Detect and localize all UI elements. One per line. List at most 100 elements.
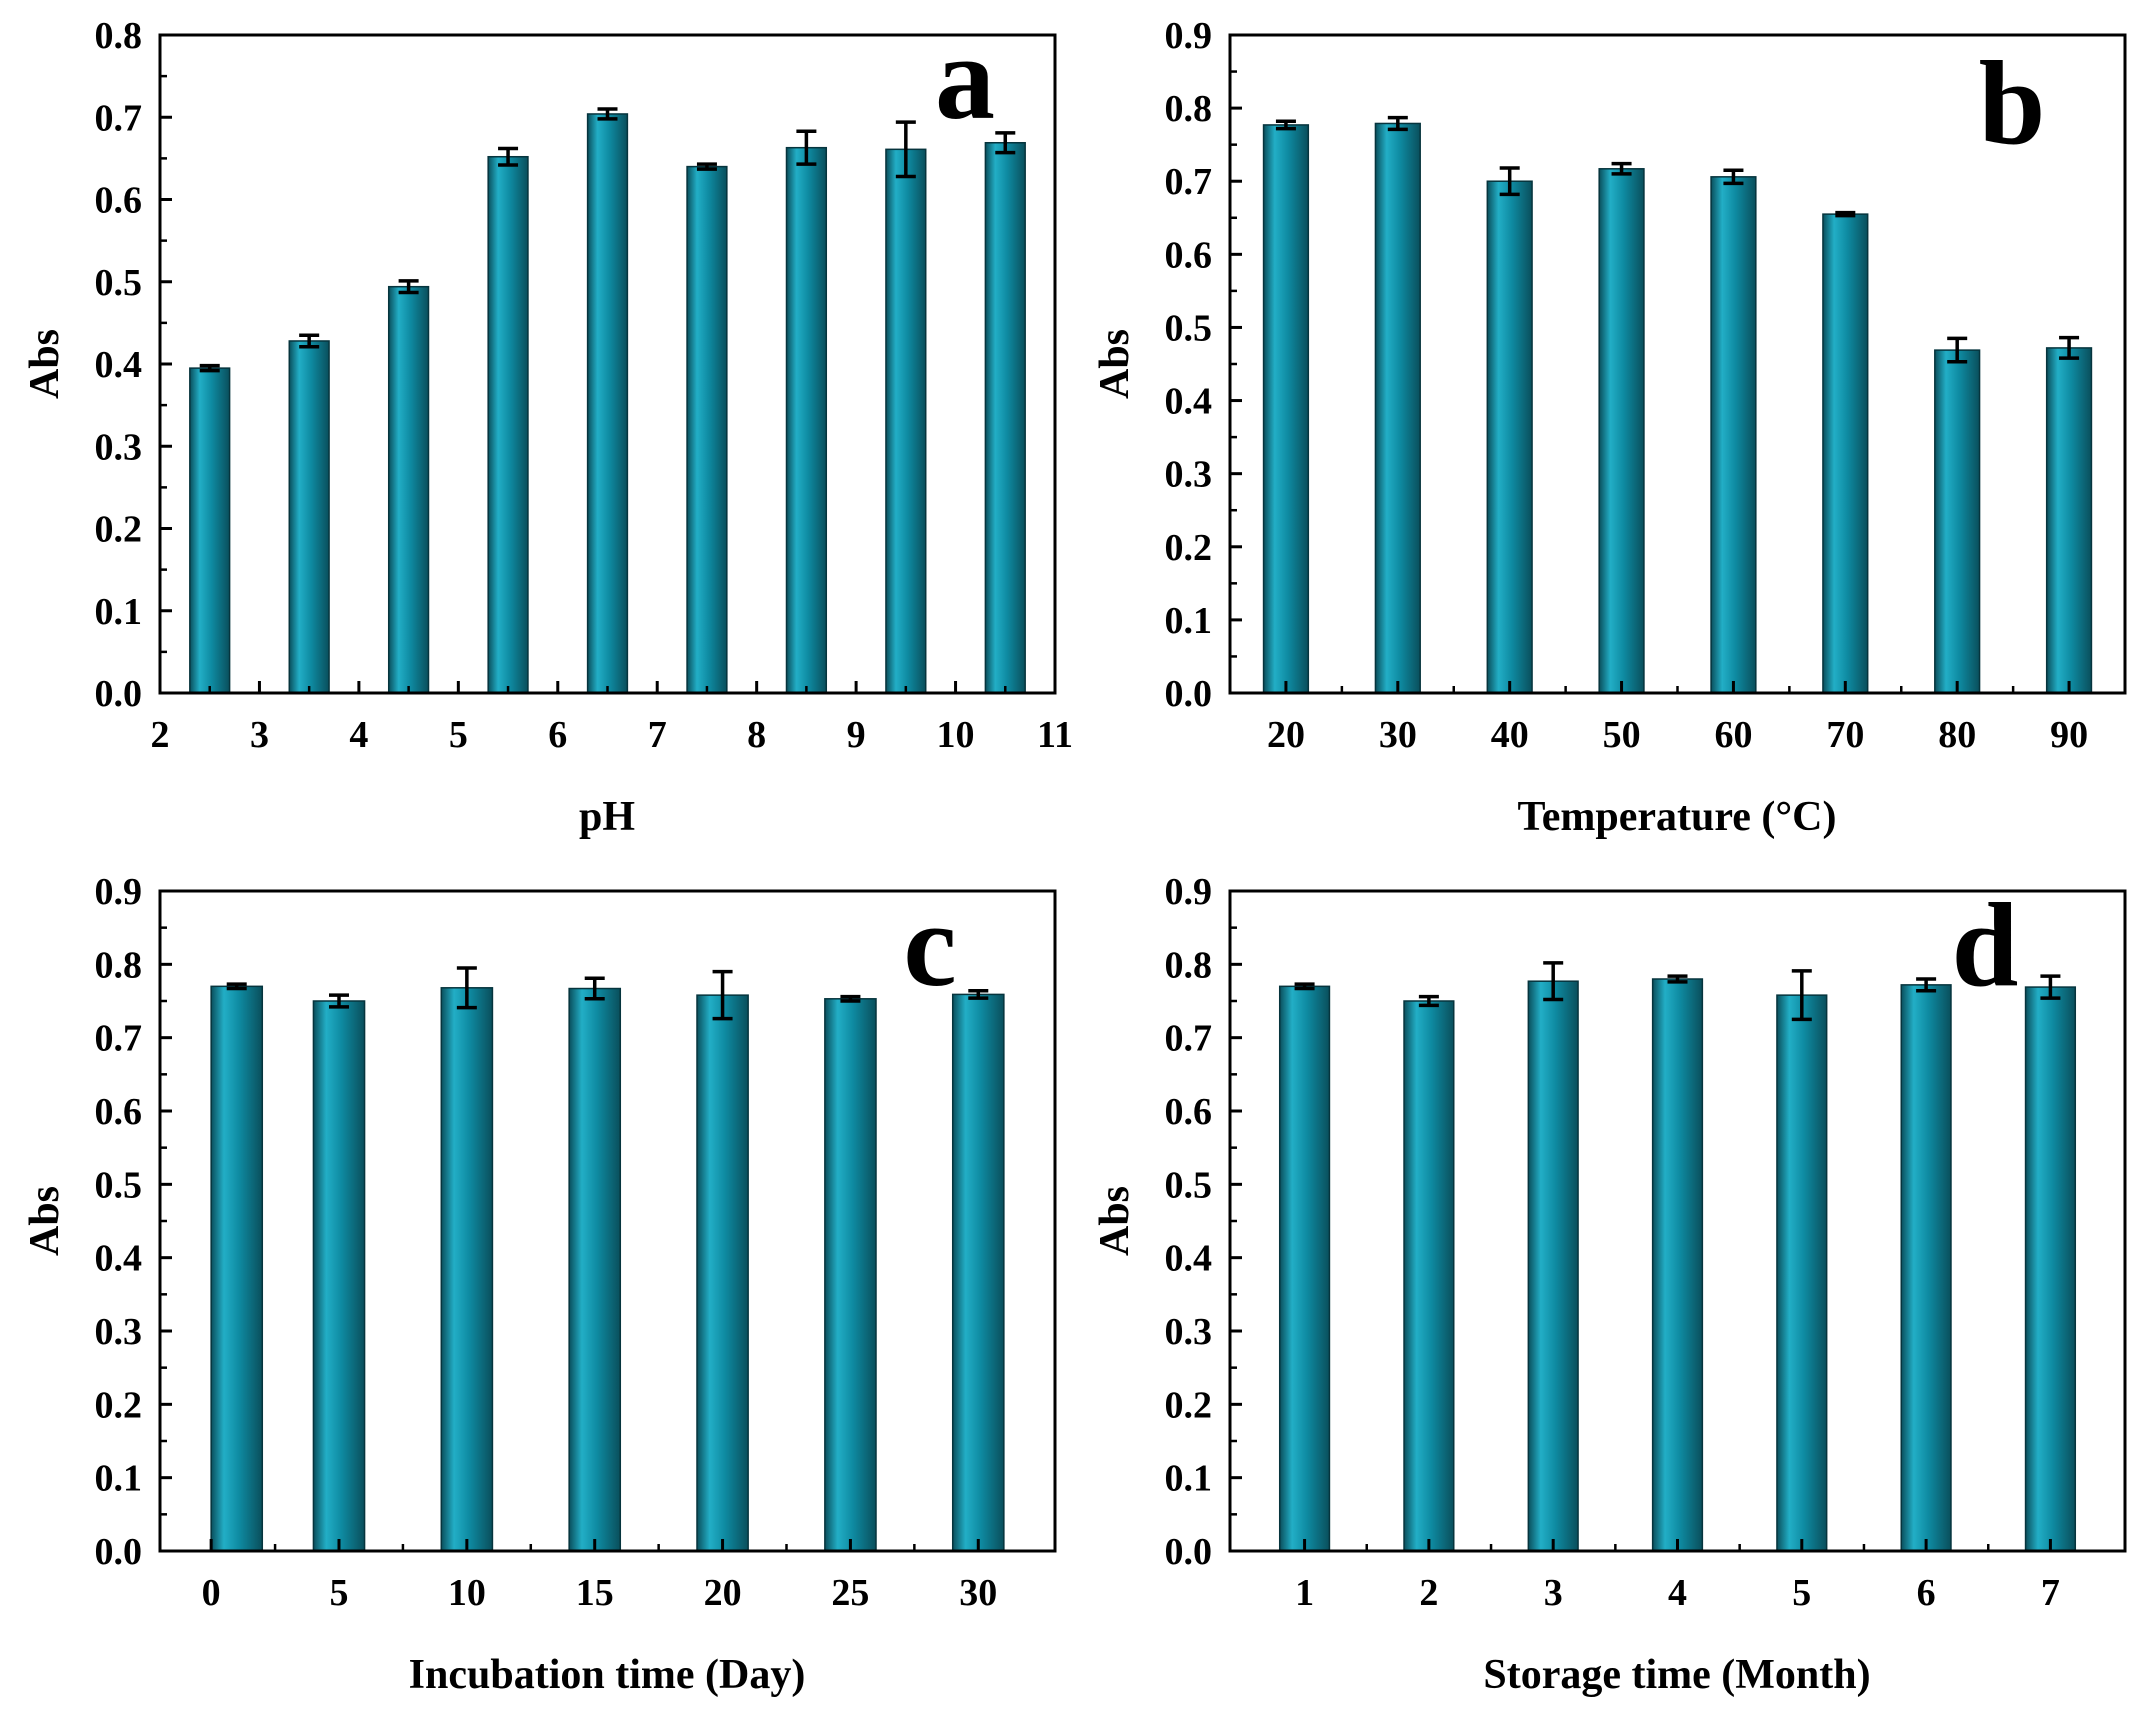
y-tick-label-a-6: 0.6 (95, 180, 143, 222)
error-bar-d-5 (1916, 977, 1937, 993)
error-bar-b-5 (1835, 210, 1856, 218)
x-tick-label-a-8: 10 (937, 714, 975, 756)
y-tick-label-a-4: 0.4 (95, 344, 143, 386)
y-tick-label-b-7: 0.7 (1165, 161, 1213, 203)
error-bar-b-1 (1387, 115, 1408, 132)
x-tick-label-b-6: 80 (1938, 714, 1976, 756)
y-tick-label-b-4: 0.4 (1165, 381, 1213, 423)
x-tick-label-b-1: 30 (1379, 714, 1417, 756)
y-tick-label-d-3: 0.3 (1165, 1311, 1213, 1353)
y-tick-label-c-7: 0.7 (95, 1018, 143, 1060)
y-tick-label-c-9: 0.9 (95, 871, 143, 913)
y-axis-title-b: Abs (1092, 329, 1138, 399)
y-tick-label-b-2: 0.2 (1165, 527, 1213, 569)
bar-c-3 (568, 987, 622, 1552)
error-bar-b-6 (1947, 336, 1968, 364)
x-tick-label-a-5: 7 (648, 714, 667, 756)
x-tick-label-b-5: 70 (1826, 714, 1864, 756)
x-tick-label-d-2: 3 (1544, 1572, 1563, 1614)
bar-b-5 (1822, 213, 1869, 694)
x-tick-label-c-5: 25 (831, 1572, 869, 1614)
error-bar-b-7 (2059, 335, 2080, 360)
y-tick-label-d-2: 0.2 (1165, 1384, 1213, 1426)
y-tick-label-b-6: 0.6 (1165, 234, 1213, 276)
error-bar-c-2 (456, 966, 477, 1010)
y-tick-label-a-2: 0.2 (95, 509, 143, 551)
bar-b-0 (1262, 124, 1310, 694)
error-bar-a-5 (696, 162, 717, 171)
bar-d-3 (1651, 978, 1704, 1552)
x-tick-label-b-2: 40 (1491, 714, 1529, 756)
error-bar-d-0 (1294, 982, 1315, 991)
error-bar-c-6 (968, 988, 989, 1000)
error-bar-d-4 (1791, 969, 1812, 1022)
panel-d: d Storage time (Month) Abs 0.0 0.1 0.2 0.3 0… (1092, 871, 2127, 1698)
bar-b-2 (1486, 180, 1533, 694)
bar-d-1 (1403, 1000, 1455, 1552)
x-tick-label-d-4: 5 (1792, 1572, 1811, 1614)
x-tick-label-a-1: 3 (250, 714, 269, 756)
x-tick-label-b-3: 50 (1603, 714, 1641, 756)
error-bar-a-8 (995, 131, 1016, 155)
y-tick-label-a-0: 0.0 (95, 673, 143, 715)
error-bar-b-4 (1723, 168, 1744, 186)
x-tick-label-a-3: 5 (449, 714, 468, 756)
error-bar-b-0 (1275, 119, 1296, 131)
bar-d-2 (1527, 980, 1579, 1552)
panel-label-b: b (1979, 36, 2046, 169)
y-tick-label-a-8: 0.8 (95, 15, 143, 57)
x-tick-label-d-5: 6 (1917, 1572, 1936, 1614)
y-tick-label-d-5: 0.5 (1165, 1164, 1213, 1206)
bar-c-1 (312, 1000, 366, 1552)
y-tick-label-d-8: 0.8 (1165, 944, 1213, 986)
y-tick-label-d-7: 0.7 (1165, 1018, 1213, 1060)
error-bar-a-1 (299, 333, 320, 349)
y-tick-label-b-9: 0.9 (1165, 15, 1213, 57)
y-tick-label-c-5: 0.5 (95, 1164, 143, 1206)
y-tick-label-b-0: 0.0 (1165, 673, 1213, 715)
error-bar-d-1 (1418, 994, 1439, 1008)
error-bar-c-3 (584, 976, 605, 1001)
y-axis-title-d: Abs (1092, 1186, 1138, 1256)
x-tick-label-d-3: 4 (1668, 1572, 1687, 1614)
y-tick-label-b-5: 0.5 (1165, 307, 1213, 349)
y-tick-label-a-3: 0.3 (95, 426, 143, 468)
y-tick-label-c-4: 0.4 (95, 1238, 143, 1280)
x-tick-label-c-4: 20 (704, 1572, 742, 1614)
error-bar-a-6 (796, 129, 817, 166)
y-tick-label-c-3: 0.3 (95, 1311, 143, 1353)
x-tick-label-c-1: 5 (330, 1572, 349, 1614)
x-tick-label-c-6: 30 (959, 1572, 997, 1614)
bar-b-3 (1598, 168, 1645, 694)
y-tick-label-c-2: 0.2 (95, 1384, 143, 1426)
x-tick-label-d-6: 7 (2041, 1572, 2060, 1614)
x-tick-label-c-2: 10 (448, 1572, 486, 1614)
panel-label-c: c (903, 878, 956, 1011)
x-axis-title-b: Temperature (°C) (1518, 794, 1837, 840)
panel-c: c Incubation time (Day) Abs 0.0 0.1 0.2 0.3… (22, 871, 1057, 1698)
x-tick-label-d-1: 2 (1419, 1572, 1438, 1614)
bar-b-1 (1374, 122, 1421, 694)
y-axis-title-c: Abs (22, 1186, 68, 1256)
panel-b: b Temperature (°C) Abs 0.0 0.1 0.2 0.3 0.4 0.… (1092, 15, 2127, 840)
x-tick-label-b-7: 90 (2050, 714, 2088, 756)
error-bar-a-4 (597, 107, 618, 121)
x-tick-label-c-3: 15 (576, 1572, 614, 1614)
error-bar-a-0 (199, 363, 220, 373)
x-tick-label-a-9: 11 (1037, 714, 1073, 756)
error-bar-b-3 (1611, 161, 1632, 176)
y-tick-label-b-3: 0.3 (1165, 454, 1213, 496)
bar-c-5 (824, 998, 877, 1552)
y-tick-label-a-7: 0.7 (95, 97, 143, 139)
bar-a-8 (984, 141, 1026, 694)
y-tick-label-b-8: 0.8 (1165, 88, 1213, 130)
panel-a: a pH Abs 0.0 0.1 0.2 0.3 0.4 0.5 0.6 0.7 0.8 2 3 4 5… (22, 11, 1073, 840)
bar-b-6 (1934, 349, 1981, 694)
x-tick-label-b-0: 20 (1267, 714, 1305, 756)
bar-a-5 (686, 165, 728, 694)
y-axis-title-a: Abs (22, 329, 68, 399)
x-tick-label-a-6: 8 (747, 714, 766, 756)
x-tick-label-a-0: 2 (151, 714, 170, 756)
error-bar-a-3 (498, 146, 519, 167)
